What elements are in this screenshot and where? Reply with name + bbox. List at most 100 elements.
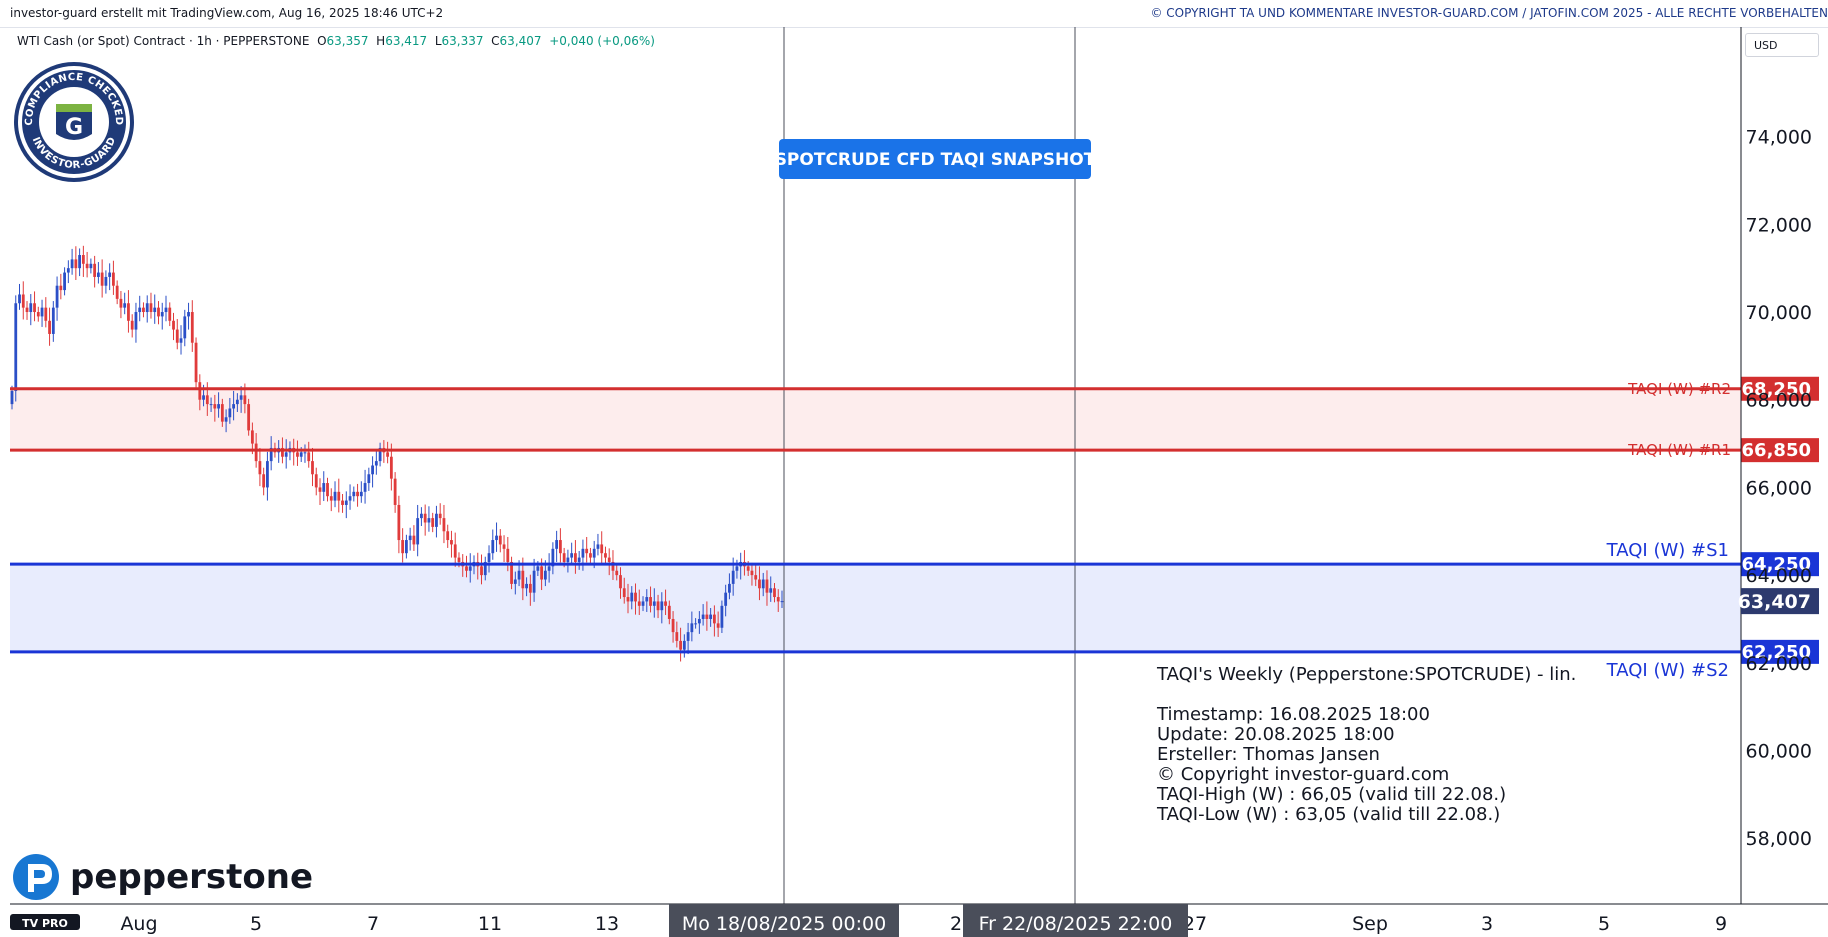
candle-body bbox=[96, 272, 100, 277]
candle-body bbox=[367, 474, 371, 484]
x-tick-label: 3 bbox=[1481, 913, 1493, 935]
candle-body bbox=[465, 566, 468, 571]
candle-body bbox=[209, 404, 213, 406]
candle-body bbox=[780, 601, 784, 603]
candle-body bbox=[164, 307, 168, 313]
candle-body bbox=[746, 566, 750, 571]
candle-body bbox=[731, 570, 735, 584]
candle-body bbox=[574, 553, 577, 562]
candle-body bbox=[690, 623, 694, 633]
candle-body bbox=[589, 553, 592, 558]
candle-body bbox=[198, 382, 202, 400]
candle-body bbox=[115, 285, 119, 299]
snapshot-label: SPOTCRUDE CFD TAQI SNAPSHOT bbox=[775, 139, 1096, 179]
candle-body bbox=[596, 544, 600, 549]
candle-body bbox=[220, 404, 224, 422]
candle-body bbox=[506, 548, 510, 562]
candle-body bbox=[495, 535, 498, 541]
candle-body bbox=[656, 601, 660, 611]
candle-body bbox=[374, 461, 378, 466]
info-box: TAQI's Weekly (Pepperstone:SPOTCRUDE) - … bbox=[1156, 664, 1576, 825]
candle-body bbox=[29, 303, 33, 313]
candle-body bbox=[577, 557, 581, 562]
y-tick-label: 58,000 bbox=[1746, 828, 1812, 850]
candle-body bbox=[145, 303, 149, 313]
candle-body bbox=[318, 487, 322, 492]
support-zone bbox=[10, 564, 1741, 652]
candle-body bbox=[566, 557, 570, 562]
snapshot-title: SPOTCRUDE CFD TAQI SNAPSHOT bbox=[775, 150, 1096, 170]
candle-body bbox=[25, 307, 29, 313]
candle-body bbox=[303, 452, 307, 454]
info-line: Update: 20.08.2025 18:00 bbox=[1157, 724, 1395, 745]
candle-body bbox=[634, 592, 637, 602]
time-cursor-box bbox=[963, 904, 1188, 937]
candle-body bbox=[175, 329, 179, 343]
symbol-name: WTI Cash (or Spot) Contract · 1h · PEPPE… bbox=[17, 34, 310, 48]
candle-body bbox=[412, 535, 416, 545]
candle-body bbox=[359, 491, 363, 497]
candle-body bbox=[453, 544, 457, 558]
candle-body bbox=[716, 623, 720, 628]
y-tick-label: 60,000 bbox=[1746, 741, 1812, 763]
y-tick-label: 70,000 bbox=[1746, 302, 1812, 324]
candle-body bbox=[130, 320, 134, 330]
candle-body bbox=[36, 312, 40, 317]
change-value: +0,040 (+0,06%) bbox=[549, 34, 655, 48]
candle-body bbox=[33, 303, 36, 313]
candle-body bbox=[769, 588, 773, 593]
candle-body bbox=[142, 307, 145, 313]
low-value: 63,337 bbox=[441, 34, 484, 48]
x-tick-label: 5 bbox=[1598, 913, 1610, 935]
price-tag-62,250 bbox=[1741, 639, 1819, 664]
candle-body bbox=[615, 570, 619, 576]
candle-body bbox=[401, 540, 405, 554]
candle-body bbox=[641, 601, 645, 606]
candle-body bbox=[344, 500, 348, 505]
candle-body bbox=[108, 272, 112, 277]
candle-body bbox=[70, 259, 74, 269]
candle-body bbox=[619, 575, 622, 589]
candle-body bbox=[21, 294, 25, 308]
candle-body bbox=[446, 531, 450, 541]
candle-body bbox=[513, 579, 517, 584]
time-cursor-label: Mo 18/08/2025 00:00 bbox=[682, 913, 886, 935]
candle-body bbox=[112, 272, 115, 286]
candle-body bbox=[307, 452, 311, 462]
symbol-legend: WTI Cash (or Spot) Contract · 1h · PEPPE… bbox=[17, 34, 655, 48]
candle-body bbox=[551, 548, 555, 567]
candle-body bbox=[348, 496, 352, 501]
candle-body bbox=[754, 575, 758, 580]
currency-button[interactable]: USD bbox=[1745, 33, 1819, 57]
candle-body bbox=[213, 404, 217, 409]
info-line: TAQI-Low (W) : 63,05 (valid till 22.08.) bbox=[1156, 804, 1500, 825]
candle-body bbox=[14, 303, 18, 391]
snapshot-box bbox=[779, 139, 1091, 179]
candle-body bbox=[250, 430, 254, 444]
candle-body bbox=[266, 461, 269, 488]
candle-body bbox=[119, 298, 123, 308]
y-tick-label: 68,000 bbox=[1746, 390, 1812, 412]
candle-body bbox=[123, 303, 127, 308]
author-credit: investor-guard erstellt mit TradingView.… bbox=[10, 6, 444, 20]
candle-body bbox=[314, 474, 318, 488]
candle-body bbox=[607, 557, 611, 562]
y-tick-label: 62,000 bbox=[1746, 653, 1812, 675]
price-tag-68,250 bbox=[1741, 376, 1819, 401]
candle-body bbox=[51, 307, 55, 334]
candle-body bbox=[153, 307, 157, 313]
candle-body bbox=[423, 513, 427, 523]
candle-body bbox=[311, 461, 314, 475]
copyright-notice: © COPYRIGHT TA UND KOMMENTARE INVESTOR-G… bbox=[1150, 6, 1828, 20]
candle-body bbox=[555, 540, 559, 549]
x-tick-label: 9 bbox=[1715, 913, 1727, 935]
candle-body bbox=[296, 452, 299, 457]
pepperstone-logo: pepperstone bbox=[12, 852, 332, 906]
candle-body bbox=[281, 447, 284, 457]
y-tick-label: 66,000 bbox=[1746, 477, 1812, 499]
close-value: 63,407 bbox=[499, 34, 542, 48]
x-tick-label: 7 bbox=[367, 913, 379, 935]
candle-body bbox=[649, 597, 652, 606]
top-bar: investor-guard erstellt mit TradingView.… bbox=[0, 0, 1828, 28]
